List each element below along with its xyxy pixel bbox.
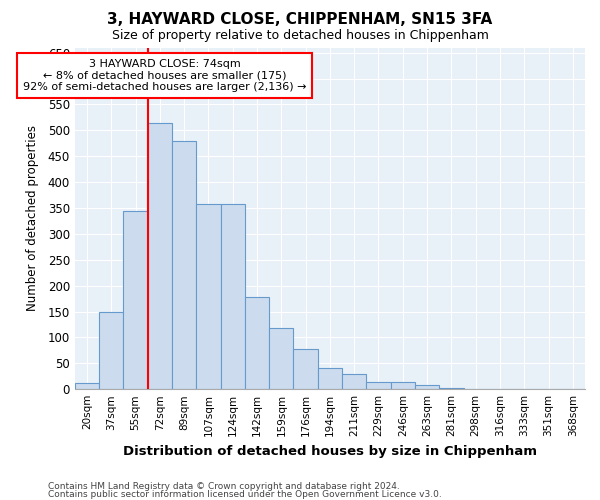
Text: Contains public sector information licensed under the Open Government Licence v3: Contains public sector information licen… — [48, 490, 442, 499]
Bar — [148, 122, 172, 389]
Bar — [221, 204, 245, 389]
Bar — [342, 374, 367, 389]
Bar — [245, 297, 269, 389]
Bar — [293, 350, 318, 389]
Bar — [488, 388, 512, 389]
Bar — [124, 210, 148, 389]
Bar — [99, 312, 124, 389]
Text: Size of property relative to detached houses in Chippenham: Size of property relative to detached ho… — [112, 29, 488, 42]
Bar — [318, 368, 342, 389]
Bar — [367, 382, 391, 389]
Text: 3 HAYWARD CLOSE: 74sqm
← 8% of detached houses are smaller (175)
92% of semi-det: 3 HAYWARD CLOSE: 74sqm ← 8% of detached … — [23, 59, 307, 92]
Bar — [269, 328, 293, 389]
Bar — [439, 388, 464, 389]
Text: Contains HM Land Registry data © Crown copyright and database right 2024.: Contains HM Land Registry data © Crown c… — [48, 482, 400, 491]
X-axis label: Distribution of detached houses by size in Chippenham: Distribution of detached houses by size … — [123, 444, 537, 458]
Bar — [415, 385, 439, 389]
Y-axis label: Number of detached properties: Number of detached properties — [26, 126, 40, 312]
Bar — [172, 140, 196, 389]
Text: 3, HAYWARD CLOSE, CHIPPENHAM, SN15 3FA: 3, HAYWARD CLOSE, CHIPPENHAM, SN15 3FA — [107, 12, 493, 28]
Bar — [75, 383, 99, 389]
Bar — [464, 388, 488, 389]
Bar — [196, 204, 221, 389]
Bar — [391, 382, 415, 389]
